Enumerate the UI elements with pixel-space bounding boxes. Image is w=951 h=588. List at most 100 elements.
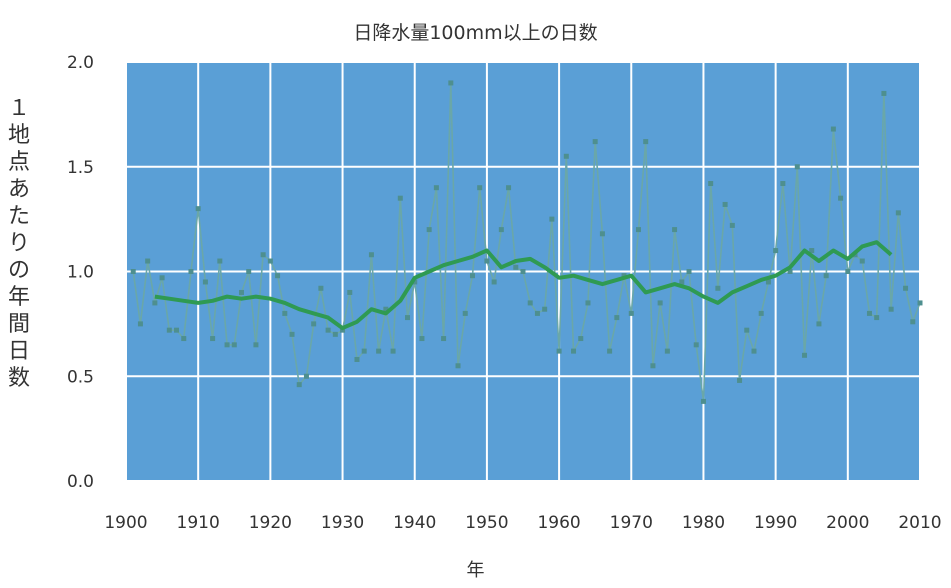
annual-data-point <box>664 348 670 354</box>
annual-data-point <box>830 126 836 132</box>
annual-data-point <box>773 248 779 254</box>
x-tick-label: 2000 <box>826 513 869 533</box>
chart-title: 日降水量100mm以上の日数 <box>353 22 598 44</box>
annual-data-point <box>181 336 187 342</box>
x-tick-label: 1980 <box>682 513 725 533</box>
annual-data-point <box>693 342 699 348</box>
annual-data-point <box>838 195 844 201</box>
annual-data-point <box>412 279 418 285</box>
annual-data-point <box>426 227 432 233</box>
annual-data-point <box>267 258 273 264</box>
annual-data-point <box>866 310 872 316</box>
annual-data-point <box>556 348 562 354</box>
annual-data-point <box>361 348 367 354</box>
annual-data-point <box>347 289 353 295</box>
annual-data-point <box>607 348 613 354</box>
annual-data-point <box>303 373 309 379</box>
annual-data-point <box>751 348 757 354</box>
y-tick-label: 0.0 <box>67 472 94 492</box>
annual-data-point <box>282 310 288 316</box>
annual-data-point <box>376 348 382 354</box>
annual-data-point <box>238 289 244 295</box>
annual-data-point <box>787 269 793 274</box>
x-tick-label: 1920 <box>249 513 292 533</box>
annual-data-point <box>599 231 605 237</box>
annual-data-point <box>484 258 490 264</box>
annual-data-point <box>340 327 346 333</box>
annual-data-point <box>433 185 439 191</box>
annual-data-point <box>527 300 533 306</box>
annual-data-point <box>765 279 771 285</box>
annual-data-point <box>159 275 165 281</box>
x-tick-label: 1970 <box>610 513 653 533</box>
annual-data-point <box>296 382 302 388</box>
annual-data-point <box>686 269 692 274</box>
annual-data-point <box>166 327 172 333</box>
annual-data-point <box>672 227 678 233</box>
annual-data-point <box>405 315 411 321</box>
annual-data-point <box>145 258 151 264</box>
x-tick-label: 1900 <box>104 513 147 533</box>
x-axis-label: 年 <box>466 560 485 581</box>
annual-data-point <box>823 273 829 279</box>
annual-data-point <box>578 336 584 342</box>
x-tick-label: 1910 <box>177 513 220 533</box>
annual-data-point <box>354 356 360 362</box>
annual-data-point <box>202 279 208 285</box>
annual-data-point <box>794 164 800 170</box>
annual-data-point <box>708 181 714 187</box>
y-tick-label: 0.5 <box>67 367 94 387</box>
annual-data-point <box>130 269 136 274</box>
annual-data-point <box>419 336 425 342</box>
annual-data-point <box>469 273 475 279</box>
annual-data-point <box>874 315 880 321</box>
annual-data-point <box>845 269 851 274</box>
annual-data-point <box>152 300 158 306</box>
annual-data-point <box>585 300 591 306</box>
annual-data-point <box>549 216 555 222</box>
x-tick-label: 1940 <box>393 513 436 533</box>
x-tick-label: 1930 <box>321 513 364 533</box>
annual-data-point <box>534 310 540 316</box>
annual-data-point <box>917 300 923 306</box>
annual-data-point <box>628 310 634 316</box>
x-tick-label: 1960 <box>537 513 580 533</box>
moving-average-line <box>154 240 893 331</box>
annual-data-point <box>635 227 641 233</box>
annual-data-point <box>455 363 461 369</box>
annual-data-point <box>621 273 627 279</box>
annual-data-point <box>448 80 454 86</box>
annual-data-point <box>195 206 201 212</box>
annual-data-point <box>188 269 194 274</box>
annual-data-point <box>816 321 822 327</box>
annual-data-point <box>289 331 295 337</box>
annual-data-point <box>592 139 598 145</box>
annual-data-point <box>722 201 728 207</box>
annual-data-point <box>802 352 808 358</box>
annual-data-point <box>498 227 504 233</box>
annual-data-point <box>888 306 894 312</box>
annual-data-point <box>224 342 230 348</box>
y-tick-label: 1.5 <box>67 158 94 178</box>
annual-data-point <box>441 336 447 342</box>
annual-data-point <box>700 398 706 404</box>
annual-data-point <box>462 310 468 316</box>
x-tick-label: 2010 <box>898 513 941 533</box>
annual-data-point <box>311 321 317 327</box>
annual-data-point <box>715 285 721 291</box>
annual-data-point <box>210 336 216 342</box>
annual-data-point <box>895 210 901 216</box>
annual-data-point <box>383 306 389 312</box>
y-axis-label: １地点あたりの年間日数 <box>7 96 30 391</box>
annual-data-point <box>246 269 252 274</box>
annual-data-point <box>332 331 338 337</box>
annual-data-point <box>491 279 497 285</box>
x-tick-label: 1990 <box>754 513 797 533</box>
annual-data-point <box>657 300 663 306</box>
annual-data-point <box>614 315 620 321</box>
annual-data-point <box>506 185 512 191</box>
annual-data-point <box>542 306 548 312</box>
annual-data-point <box>137 321 143 327</box>
